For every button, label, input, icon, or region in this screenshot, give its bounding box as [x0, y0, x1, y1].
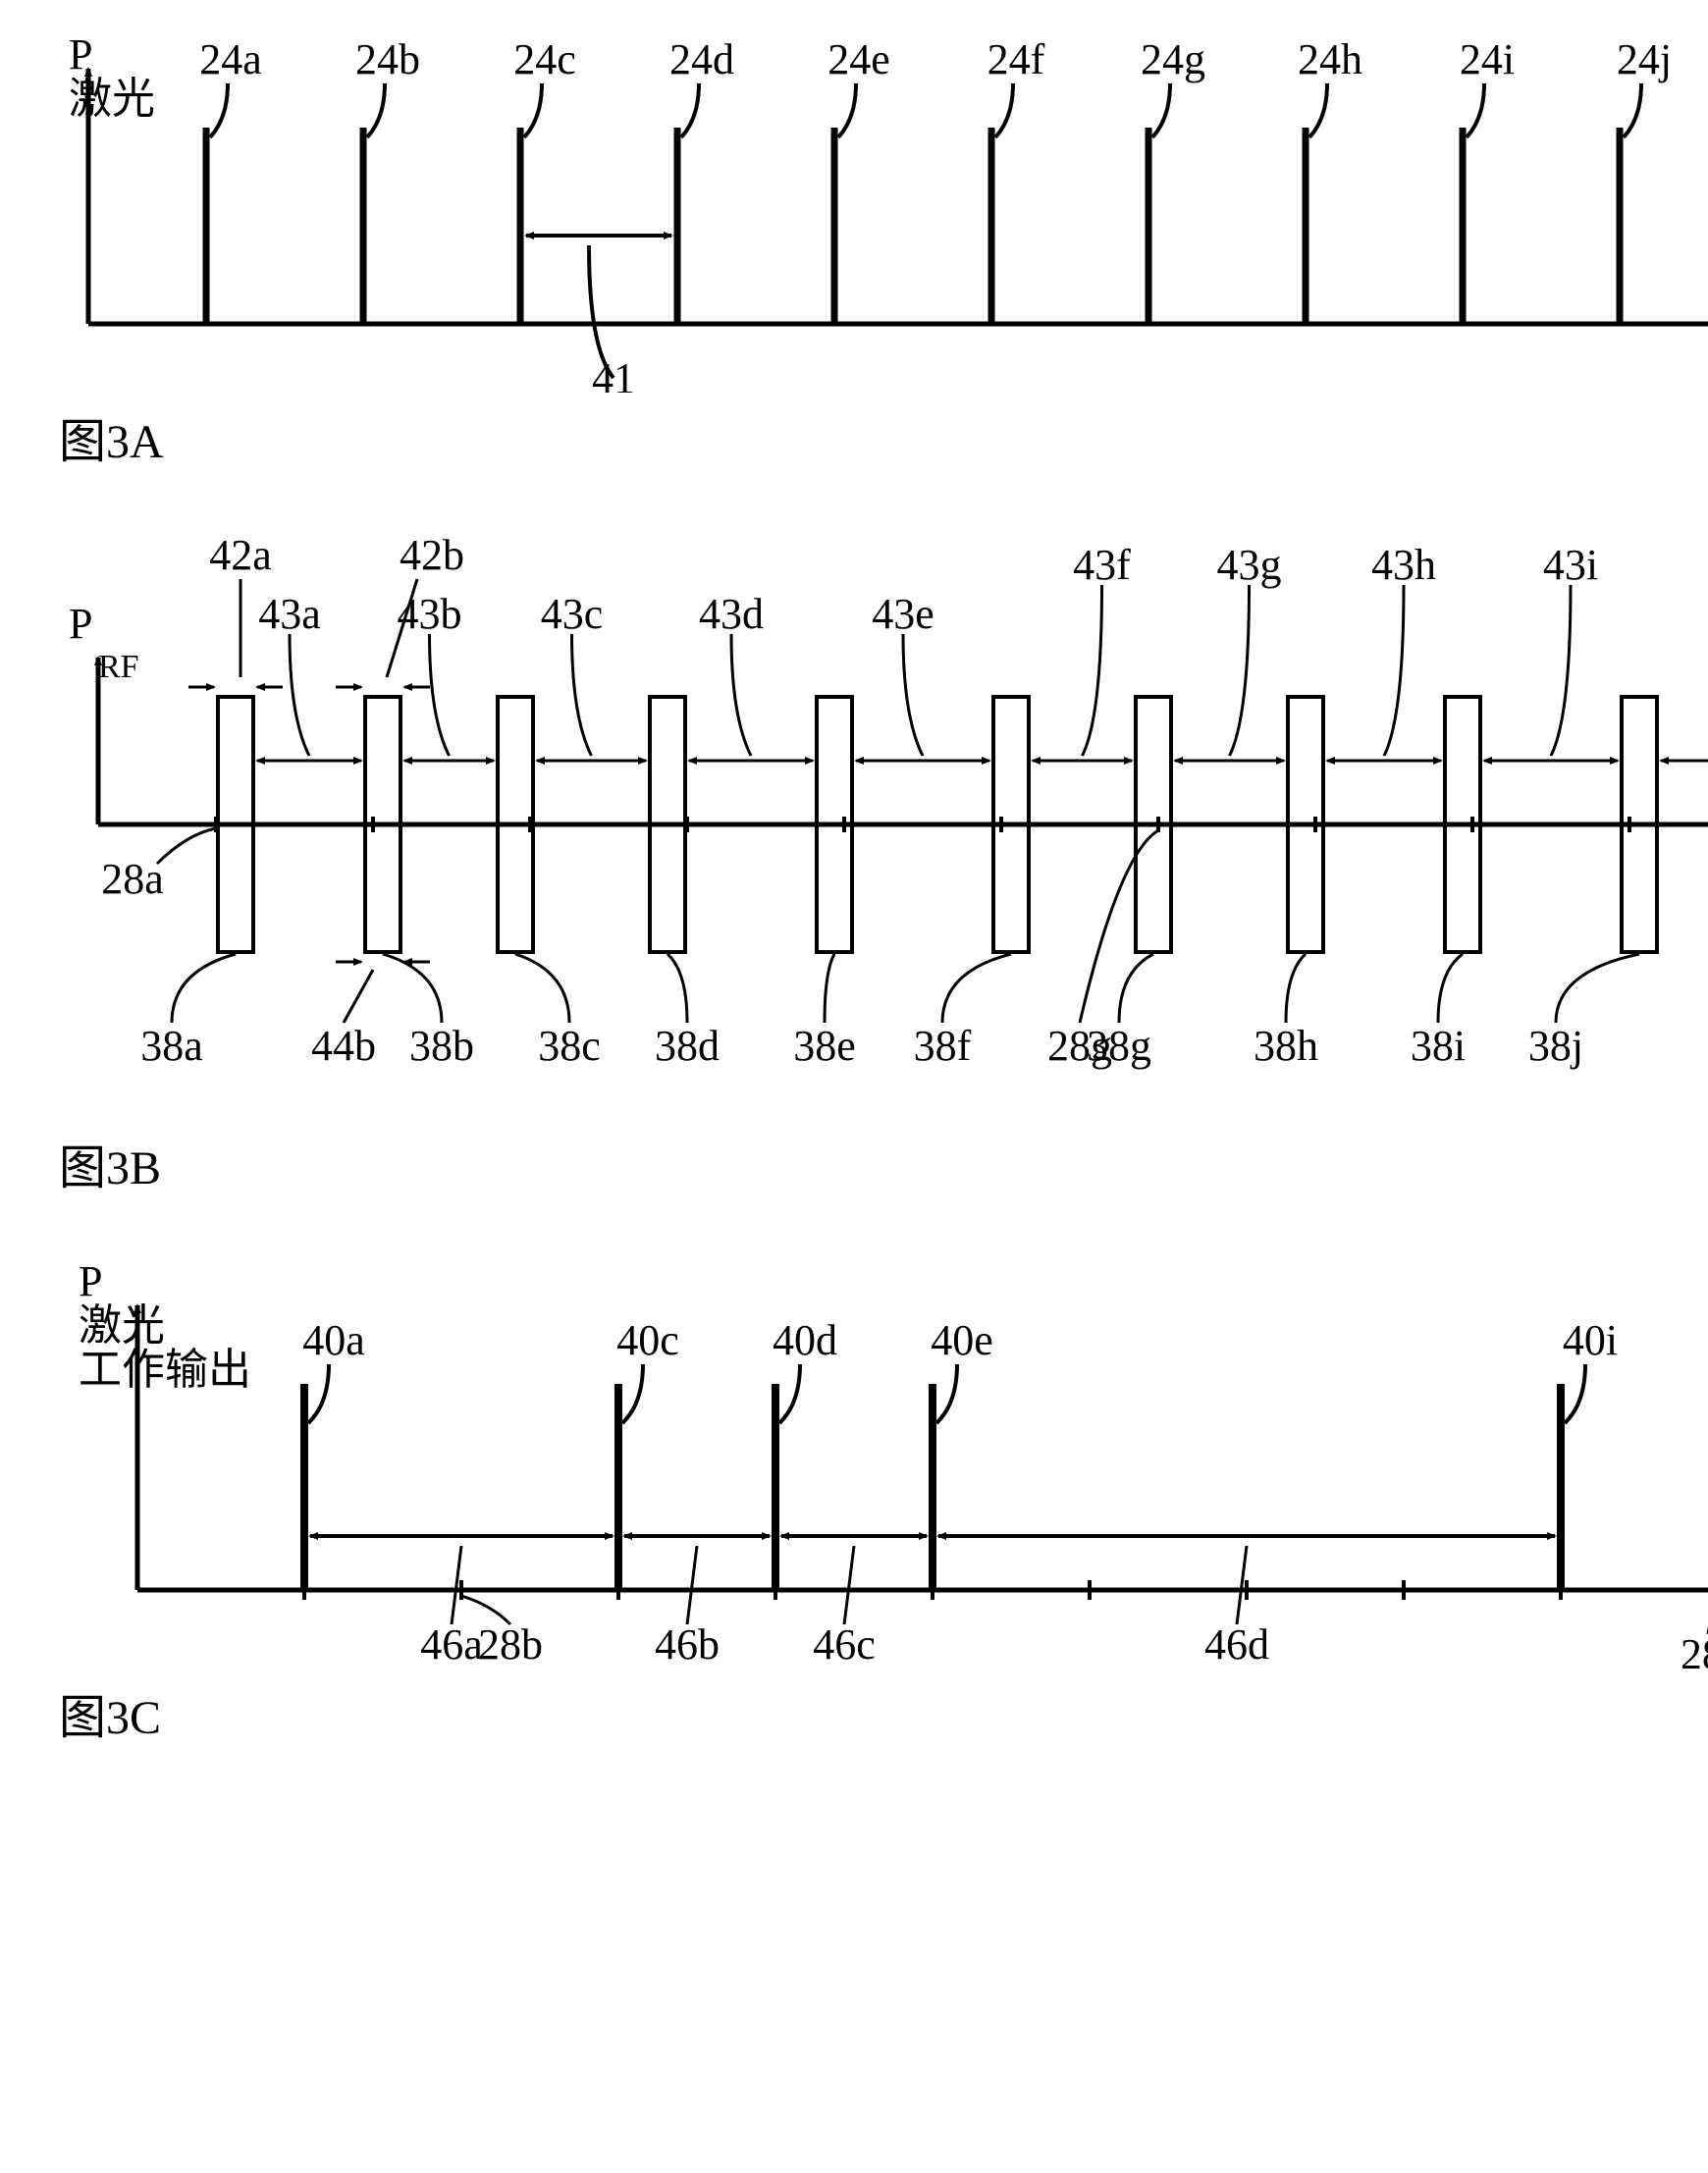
- svg-text:24e: 24e: [827, 35, 890, 83]
- svg-text:24a: 24a: [199, 35, 262, 83]
- svg-text:38e: 38e: [793, 1022, 856, 1070]
- svg-text:38a: 38a: [140, 1022, 203, 1070]
- svg-text:24f: 24f: [987, 35, 1045, 83]
- svg-text:38j: 38j: [1528, 1022, 1583, 1070]
- svg-text:28b: 28b: [478, 1620, 543, 1669]
- svg-text:40i: 40i: [1563, 1316, 1618, 1364]
- svg-text:43f: 43f: [1073, 541, 1131, 589]
- svg-text:24g: 24g: [1141, 35, 1205, 83]
- fig-a-caption: 图3A: [59, 402, 1688, 471]
- svg-text:43a: 43a: [258, 590, 321, 638]
- fig-a-svg: P激光t24a24b24c24d24e24f24g24h24i24j24k41: [20, 20, 1708, 393]
- svg-text:40d: 40d: [773, 1316, 837, 1364]
- svg-text:43c: 43c: [541, 590, 604, 638]
- svg-text:42b: 42b: [400, 531, 464, 579]
- svg-text:42a: 42a: [209, 531, 272, 579]
- fig-b-svg: PRFt42a42b43a43b43c43d43e43f43g43h43i43j…: [20, 510, 1708, 1119]
- svg-text:工作输出: 工作输出: [79, 1346, 251, 1394]
- figure-3b: PRFt42a42b43a43b43c43d43e43f43g43h43i43j…: [20, 510, 1688, 1197]
- svg-text:43d: 43d: [699, 590, 764, 638]
- svg-text:40e: 40e: [931, 1316, 993, 1364]
- svg-text:38b: 38b: [409, 1022, 474, 1070]
- svg-text:P: P: [69, 600, 92, 648]
- svg-text:28j: 28j: [1681, 1630, 1708, 1669]
- svg-text:38c: 38c: [538, 1022, 601, 1070]
- svg-text:RF: RF: [98, 649, 139, 685]
- svg-text:46a: 46a: [420, 1620, 483, 1669]
- svg-text:46b: 46b: [655, 1620, 720, 1669]
- svg-text:24h: 24h: [1298, 35, 1362, 83]
- svg-text:P: P: [69, 30, 92, 79]
- svg-text:40c: 40c: [616, 1316, 679, 1364]
- svg-text:38h: 38h: [1254, 1022, 1318, 1070]
- svg-text:44b: 44b: [311, 1022, 376, 1070]
- svg-text:40a: 40a: [302, 1316, 365, 1364]
- svg-text:43h: 43h: [1371, 541, 1436, 589]
- fig-c-svg: P激光工作输出t40a40c40d40e40i46a46b46c46d28b28…: [20, 1237, 1708, 1669]
- fig-c-caption: 图3C: [59, 1678, 1688, 1747]
- svg-text:43b: 43b: [398, 590, 462, 638]
- svg-text:24i: 24i: [1460, 35, 1515, 83]
- svg-text:43g: 43g: [1217, 541, 1282, 589]
- svg-text:24b: 24b: [355, 35, 420, 83]
- svg-text:38f: 38f: [914, 1022, 972, 1070]
- figure-3a: P激光t24a24b24c24d24e24f24g24h24i24j24k41 …: [20, 20, 1688, 471]
- svg-text:激光: 激光: [69, 75, 155, 123]
- svg-text:24c: 24c: [513, 35, 576, 83]
- svg-text:24j: 24j: [1617, 35, 1672, 83]
- svg-text:38i: 38i: [1411, 1022, 1466, 1070]
- svg-text:46c: 46c: [813, 1620, 876, 1669]
- svg-text:41: 41: [592, 354, 635, 393]
- svg-text:P: P: [79, 1257, 102, 1305]
- svg-text:43e: 43e: [872, 590, 934, 638]
- svg-text:28g: 28g: [1047, 1022, 1112, 1070]
- svg-text:激光: 激光: [79, 1301, 165, 1350]
- svg-text:38d: 38d: [655, 1022, 720, 1070]
- svg-text:43i: 43i: [1543, 541, 1598, 589]
- svg-text:24d: 24d: [669, 35, 734, 83]
- svg-text:46d: 46d: [1204, 1620, 1269, 1669]
- fig-b-caption: 图3B: [59, 1129, 1688, 1197]
- svg-text:28a: 28a: [101, 855, 164, 903]
- figure-3c: P激光工作输出t40a40c40d40e40i46a46b46c46d28b28…: [20, 1237, 1688, 1747]
